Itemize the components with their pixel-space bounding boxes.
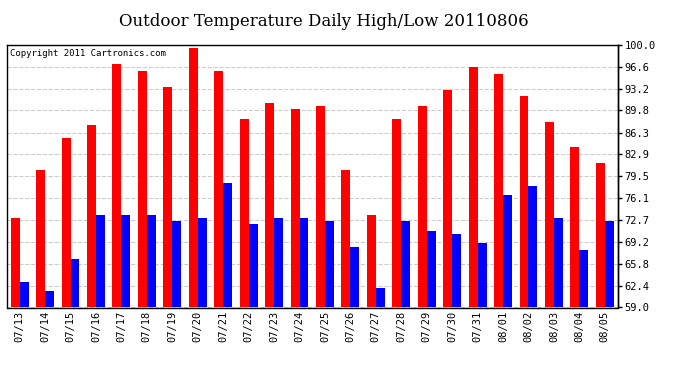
Bar — [299, 218, 308, 308]
Text: Copyright 2011 Cartronics.com: Copyright 2011 Cartronics.com — [10, 49, 166, 58]
Bar — [393, 118, 402, 308]
Bar — [164, 87, 172, 308]
Bar — [147, 214, 156, 308]
Bar — [351, 247, 359, 308]
Bar — [189, 48, 198, 308]
Bar — [571, 147, 580, 308]
Bar — [554, 218, 563, 308]
Bar — [45, 291, 54, 308]
Bar — [452, 234, 461, 308]
Bar — [402, 221, 410, 308]
Bar — [494, 74, 503, 308]
Bar — [96, 214, 105, 308]
Bar — [580, 250, 589, 308]
Bar — [11, 218, 19, 308]
Bar — [529, 186, 538, 308]
Bar — [274, 218, 283, 308]
Bar — [248, 224, 257, 308]
Bar — [121, 214, 130, 308]
Bar — [223, 183, 232, 308]
Bar — [418, 106, 426, 308]
Bar — [342, 170, 351, 308]
Bar — [61, 138, 70, 308]
Bar — [87, 125, 96, 308]
Bar — [605, 221, 613, 308]
Bar — [325, 221, 334, 308]
Bar — [112, 64, 121, 308]
Bar — [36, 170, 45, 308]
Bar — [265, 103, 274, 308]
Bar — [520, 96, 529, 308]
Bar — [367, 214, 376, 308]
Bar — [239, 118, 248, 308]
Bar — [596, 164, 605, 308]
Bar — [503, 195, 512, 308]
Bar — [376, 288, 385, 308]
Bar — [198, 218, 206, 308]
Text: Outdoor Temperature Daily High/Low 20110806: Outdoor Temperature Daily High/Low 20110… — [119, 13, 529, 30]
Bar — [138, 70, 147, 308]
Bar — [70, 260, 79, 308]
Bar — [215, 70, 223, 308]
Bar — [19, 282, 28, 308]
Bar — [172, 221, 181, 308]
Bar — [426, 231, 435, 308]
Bar — [477, 243, 486, 308]
Bar — [316, 106, 325, 308]
Bar — [290, 109, 299, 307]
Bar — [443, 90, 452, 308]
Bar — [545, 122, 554, 308]
Bar — [469, 68, 477, 308]
